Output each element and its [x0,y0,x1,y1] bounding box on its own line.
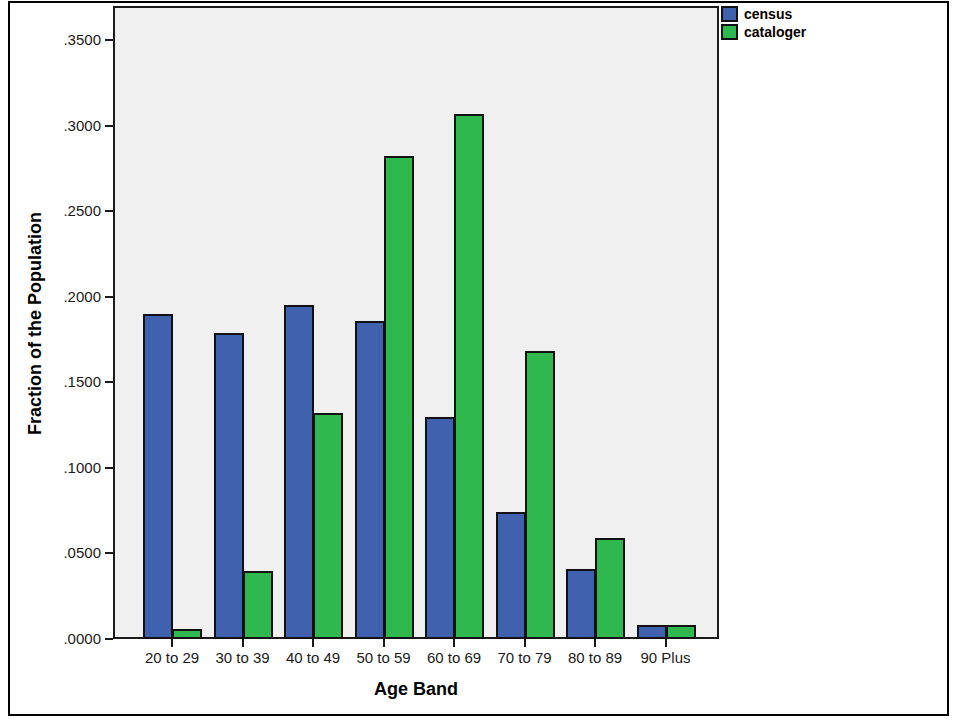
x-axis-tick [594,639,596,647]
x-axis-tick [242,639,244,647]
y-axis-tick [105,39,113,41]
x-axis-tick [383,639,385,647]
plot-area [113,6,719,639]
y-axis-tick-label: .1000 [43,459,101,477]
y-axis-title: Fraction of the Population [25,179,46,469]
x-axis-tick-label: 90 Plus [628,649,704,667]
x-axis-tick-label: 20 to 29 [134,649,210,667]
y-axis-tick-label: .0500 [43,544,101,562]
bar-cataloger-90-plus [666,625,696,639]
legend-swatch-cataloger [721,24,738,40]
bar-cataloger-30-to-39 [243,571,273,639]
y-axis-tick [105,125,113,127]
legend: census cataloger [721,5,806,41]
y-axis-tick [105,381,113,383]
x-axis-tick [312,639,314,647]
legend-label-cataloger: cataloger [744,24,806,40]
x-axis-tick [524,639,526,647]
bar-census-90-plus [637,625,667,639]
x-axis-tick [453,639,455,647]
x-axis-tick-label: 40 to 49 [275,649,351,667]
y-axis-tick-label: .2000 [43,288,101,306]
legend-item-cataloger: cataloger [721,23,806,41]
bar-census-40-to-49 [284,305,314,639]
x-axis-tick [171,639,173,647]
y-axis-tick [105,552,113,554]
bar-census-50-to-59 [355,321,385,639]
y-axis-tick [105,296,113,298]
y-axis-tick [105,638,113,640]
y-axis-tick-label: .2500 [43,202,101,220]
y-axis-tick-label: .1500 [43,373,101,391]
y-axis-tick [105,210,113,212]
bar-cataloger-80-to-89 [595,538,625,639]
bar-census-60-to-69 [425,417,455,639]
bar-cataloger-60-to-69 [454,114,484,639]
y-axis-tick-label: .3000 [43,117,101,135]
bar-cataloger-50-to-59 [384,156,414,639]
x-axis-title: Age Band [256,679,576,700]
bar-census-30-to-39 [214,333,244,639]
bar-census-80-to-89 [566,569,596,639]
x-axis-tick [665,639,667,647]
x-axis-tick-label: 60 to 69 [416,649,492,667]
legend-swatch-census [721,6,738,22]
bar-cataloger-20-to-29 [172,629,202,639]
bar-census-70-to-79 [496,512,526,639]
bar-census-20-to-29 [143,314,173,639]
legend-item-census: census [721,5,806,23]
x-axis-tick-label: 50 to 59 [346,649,422,667]
x-axis-tick-label: 70 to 79 [487,649,563,667]
y-axis-tick [105,467,113,469]
bar-cataloger-70-to-79 [525,351,555,639]
x-axis-tick-label: 80 to 89 [557,649,633,667]
x-axis-tick-label: 30 to 39 [205,649,281,667]
chart-slide: .0000 .0500 .1000 .1500 .2000 .2500 .3000 .3500… [0,0,960,720]
bar-cataloger-40-to-49 [313,413,343,639]
legend-label-census: census [744,6,792,22]
y-axis-tick-label: .3500 [43,31,101,49]
y-axis-tick-label: .0000 [43,630,101,648]
